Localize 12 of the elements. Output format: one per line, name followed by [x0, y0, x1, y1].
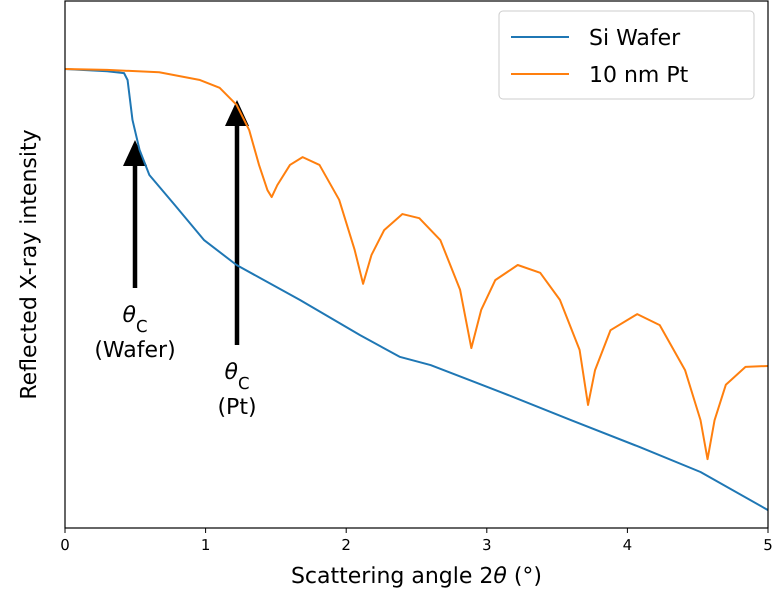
x-tick-label: 3 — [482, 536, 492, 554]
y-axis-title: Reflected X-ray intensity — [17, 129, 42, 400]
x-tick-label: 4 — [622, 536, 632, 554]
x-tick-label: 5 — [763, 536, 773, 554]
annotation: θ$_{C}$ (Pt) — [217, 360, 257, 420]
x-tick-label: 0 — [60, 536, 70, 554]
legend-label: Si Wafer — [589, 26, 682, 51]
x-tick-label: 1 — [200, 536, 210, 554]
x-tick-label: 2 — [341, 536, 351, 554]
legend-label: 10 nm Pt — [589, 63, 689, 88]
x-axis-title: Scattering angle 2θ (°) — [290, 564, 542, 589]
annotation: θ$_{C}$ (Wafer) — [94, 303, 176, 363]
